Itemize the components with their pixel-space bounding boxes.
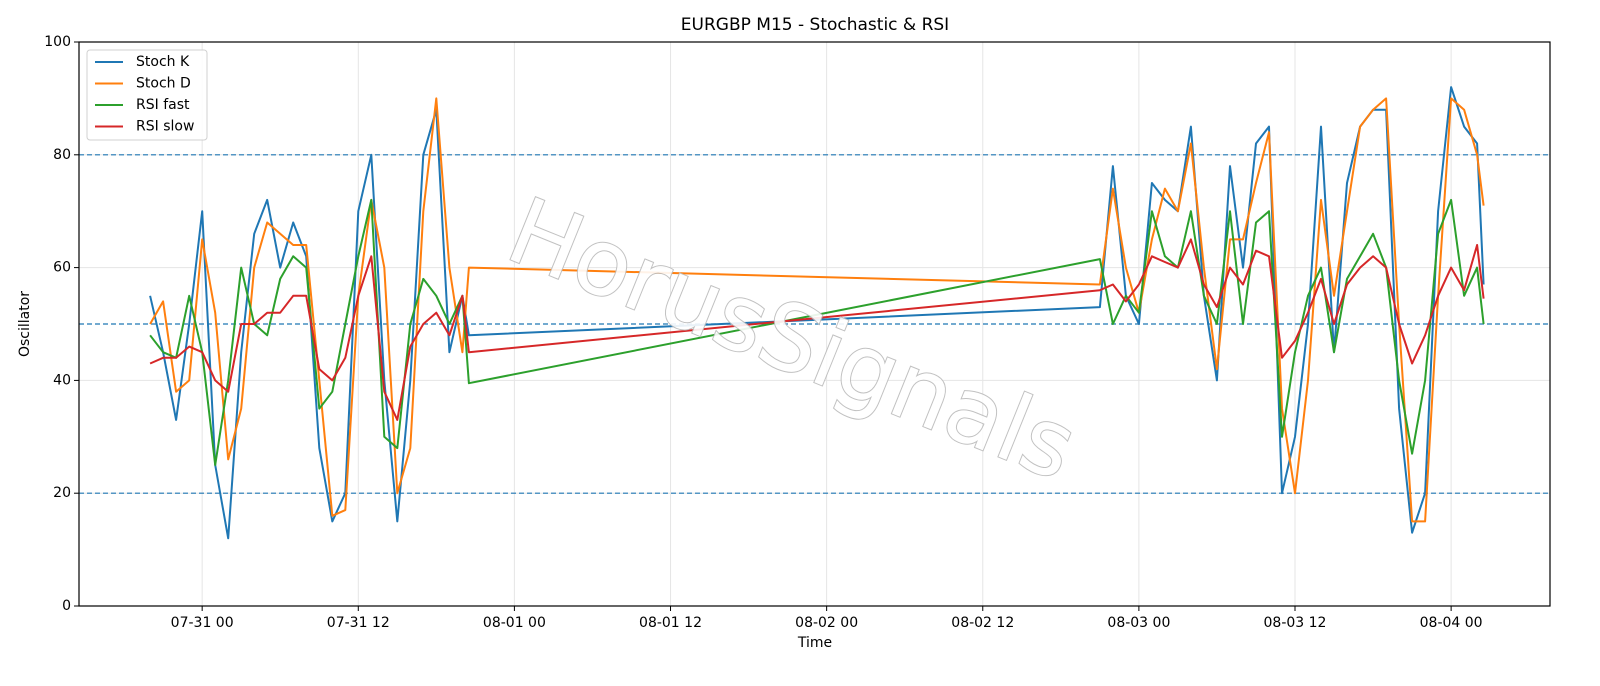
y-tick-label: 0 [62, 598, 71, 614]
y-tick-label: 20 [53, 485, 71, 501]
x-tick-label: 08-02 00 [795, 615, 858, 631]
x-tick-label: 08-01 00 [483, 615, 546, 631]
y-tick-label: 60 [53, 260, 71, 276]
legend-box [86, 49, 208, 141]
x-tick-label: 08-04 00 [1420, 615, 1483, 631]
watermark: HorusSignals [494, 177, 1090, 501]
y-tick-label: 80 [53, 147, 71, 163]
series-line [149, 97, 1485, 523]
x-tick-label: 08-02 12 [951, 615, 1014, 631]
plot-frame [78, 41, 1551, 607]
x-axis-label: Time [797, 635, 832, 651]
y-axis-label: Oscillator [17, 291, 33, 357]
x-tick-label: 08-03 12 [1264, 615, 1327, 631]
x-tick-label: 08-01 12 [639, 615, 702, 631]
series-line [149, 238, 1485, 421]
chart-title: EURGBP M15 - Stochastic & RSI [681, 15, 949, 35]
y-tick-label: 40 [53, 372, 71, 388]
legend-label: RSI fast [136, 97, 190, 113]
x-tick-label: 07-31 12 [327, 615, 390, 631]
series-line [149, 198, 1485, 466]
y-tick-label: 100 [44, 34, 71, 50]
x-tick-label: 08-03 00 [1107, 615, 1170, 631]
legend-label: Stoch D [136, 76, 191, 92]
legend-label: RSI slow [136, 119, 194, 135]
x-tick-label: 07-31 00 [171, 615, 234, 631]
legend-label: Stoch K [136, 54, 190, 70]
